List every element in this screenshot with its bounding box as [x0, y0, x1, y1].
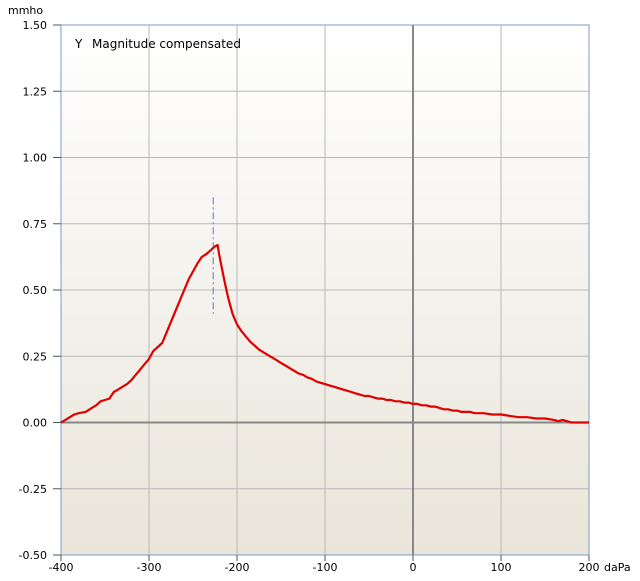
grid-lines [61, 25, 589, 555]
y-tick-label: 1.00 [23, 152, 48, 165]
y-axis-unit: mmho [8, 4, 43, 17]
zero-axes [61, 25, 589, 555]
x-tick-label: -100 [313, 561, 338, 574]
legend: Y Magnitude compensated [74, 37, 241, 51]
y-tick-label: 0.75 [23, 218, 48, 231]
x-tick-label: -200 [225, 561, 250, 574]
x-tick-label: -400 [49, 561, 74, 574]
legend-symbol: Y [74, 37, 83, 51]
x-axis-tick-labels: -400 -300 -200 -100 0 100 200 [49, 555, 600, 574]
y-tick-label: -0.25 [19, 483, 47, 496]
x-tick-label: -300 [137, 561, 162, 574]
x-axis-unit: daPa [604, 561, 631, 574]
legend-label: Magnitude compensated [92, 37, 241, 51]
x-tick-label: 200 [579, 561, 600, 574]
y-tick-label: 1.50 [23, 19, 48, 32]
y-tick-label: -0.50 [19, 549, 47, 562]
y-axis-tick-labels: 1.50 1.25 1.00 0.75 0.50 0.25 0.00 -0.25 -0.50 [19, 19, 61, 562]
x-tick-label: 0 [410, 561, 417, 574]
y-tick-label: 0.25 [23, 350, 48, 363]
series-line-magnitude-compensated [60, 243, 589, 424]
y-tick-label: 1.25 [23, 85, 48, 98]
y-tick-label: 0.50 [23, 284, 48, 297]
y-tick-label: 0.00 [23, 417, 48, 430]
x-tick-label: 100 [491, 561, 512, 574]
